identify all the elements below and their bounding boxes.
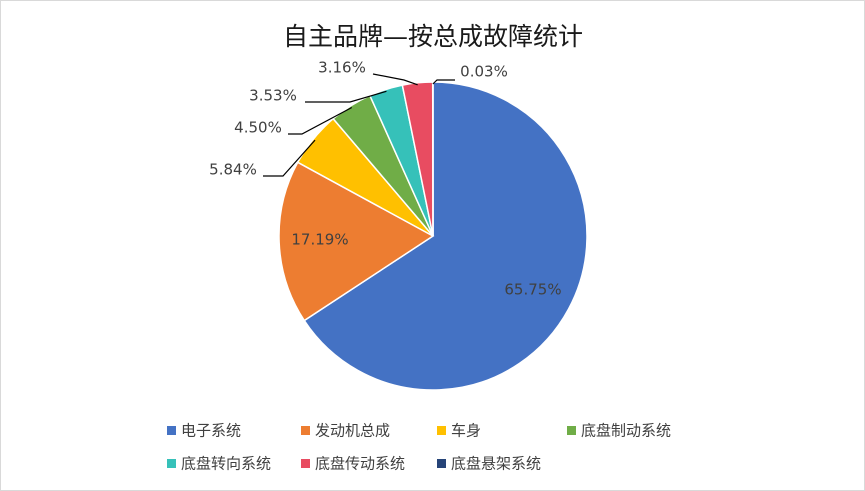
data-label: 65.75% — [504, 281, 561, 299]
legend-label: 底盘制动系统 — [581, 422, 671, 440]
legend-label: 车身 — [451, 422, 481, 440]
data-label: 3.16% — [318, 59, 366, 77]
leader-line — [432, 79, 455, 85]
pie-slice — [303, 81, 588, 391]
legend-label: 电子系统 — [181, 422, 241, 440]
legend-swatch — [167, 459, 176, 468]
chart-title: 自主品牌—按总成故障统计 — [283, 22, 583, 51]
legend-label: 发动机总成 — [315, 422, 390, 440]
legend-swatch — [437, 426, 446, 435]
legend-label: 底盘传动系统 — [315, 455, 405, 473]
pie-slice — [278, 161, 435, 322]
data-label: 4.50% — [234, 119, 282, 137]
leader-line — [288, 106, 353, 135]
legend-swatch — [167, 426, 176, 435]
data-label: 17.19% — [291, 231, 348, 249]
data-label: 5.84% — [209, 161, 257, 179]
legend-label: 底盘转向系统 — [181, 455, 271, 473]
data-label: 0.03% — [460, 63, 508, 81]
legend-swatch — [437, 459, 446, 468]
leader-line — [372, 73, 418, 86]
legend-swatch — [567, 426, 576, 435]
legend-swatch — [301, 426, 310, 435]
legend-swatch — [301, 459, 310, 468]
legend-label: 底盘悬架系统 — [451, 455, 541, 473]
leader-line — [305, 90, 387, 103]
data-label: 3.53% — [249, 87, 297, 105]
leader-line — [263, 139, 316, 177]
